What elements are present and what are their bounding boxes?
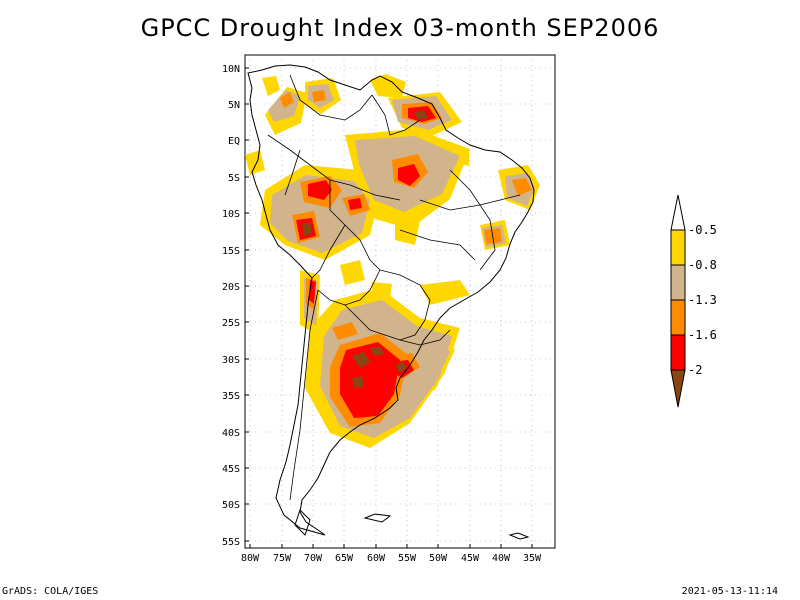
- lat-label: 10S: [222, 209, 240, 220]
- lat-label: 20S: [222, 282, 240, 293]
- colorbar-label: -1.3: [688, 293, 717, 307]
- lon-label: 70W: [304, 553, 323, 564]
- colorbar-legend: -0.5 -0.8 -1.3 -1.6 -2: [670, 194, 717, 408]
- lon-label: 60W: [367, 553, 386, 564]
- colorbar-top-triangle: [670, 194, 686, 231]
- colorbar-level-3: [670, 299, 686, 336]
- footer-credit: GrADS: COLA/IGES: [2, 586, 99, 597]
- colorbar-label: -2: [688, 363, 702, 377]
- map-title: GPCC Drought Index 03-month SEP2006: [140, 14, 660, 42]
- lat-label: 45S: [222, 464, 240, 475]
- lat-label: 30S: [222, 355, 240, 366]
- lat-label: 10N: [222, 64, 240, 75]
- lat-label: 50S: [222, 500, 240, 511]
- lon-labels: 80W 75W 70W 65W 60W 55W 50W 45W 40W 35W: [241, 553, 542, 564]
- axis-ticks: [245, 67, 533, 548]
- lon-label: 45W: [461, 553, 480, 564]
- lat-label: EQ: [228, 136, 240, 147]
- colorbar-label: -1.6: [688, 328, 717, 342]
- lon-label: 35W: [523, 553, 542, 564]
- lon-label: 80W: [241, 553, 260, 564]
- lon-label: 75W: [273, 553, 292, 564]
- lat-labels: 10N 5N EQ 5S 10S 15S 20S 25S 30S 35S 40S…: [222, 64, 240, 548]
- drought-shading: [245, 74, 540, 448]
- drought-level-4: [296, 106, 436, 418]
- colorbar-level-2: [670, 264, 686, 301]
- footer-timestamp: 2021-05-13-11:14: [681, 586, 778, 597]
- lat-label: 55S: [222, 537, 240, 548]
- colorbar-level-4: [670, 334, 686, 371]
- coastlines: [247, 64, 535, 540]
- lon-label: 50W: [429, 553, 448, 564]
- lat-label: 5S: [228, 173, 240, 184]
- lat-label: 35S: [222, 391, 240, 402]
- lat-label: 15S: [222, 246, 240, 257]
- lon-label: 40W: [492, 553, 511, 564]
- lat-label: 5N: [228, 100, 240, 111]
- lon-label: 65W: [335, 553, 354, 564]
- colorbar-label: -0.5: [688, 223, 717, 237]
- colorbar-bottom-triangle: [670, 369, 686, 408]
- lat-label: 25S: [222, 318, 240, 329]
- lon-label: 55W: [398, 553, 417, 564]
- drought-level-5: [302, 110, 428, 388]
- lat-label: 40S: [222, 428, 240, 439]
- colorbar-label: -0.8: [688, 258, 717, 272]
- map-frame: [244, 54, 556, 549]
- country-borders: [267, 74, 521, 501]
- colorbar-level-1: [670, 229, 686, 266]
